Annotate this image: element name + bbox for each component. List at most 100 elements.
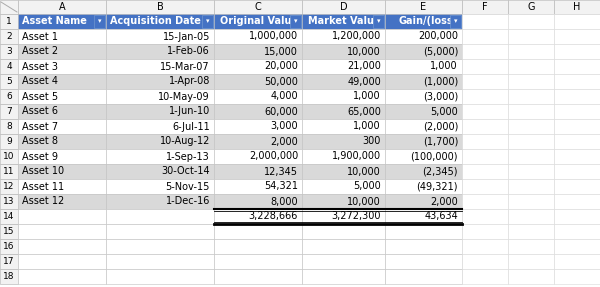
Bar <box>0 209 18 224</box>
Bar <box>18 44 106 59</box>
Text: Market Value: Market Value <box>308 16 381 26</box>
Bar <box>18 89 106 104</box>
Text: 1-Feb-06: 1-Feb-06 <box>167 46 210 57</box>
Bar <box>385 29 462 44</box>
Text: 2: 2 <box>6 32 12 41</box>
Text: (2,345): (2,345) <box>422 166 458 177</box>
Bar <box>290 15 301 28</box>
Text: 3,000: 3,000 <box>271 121 298 131</box>
Bar <box>462 14 508 29</box>
Bar <box>462 29 508 44</box>
Text: B: B <box>157 2 163 12</box>
Bar <box>18 29 106 44</box>
Bar <box>0 179 18 194</box>
Text: 6-Jul-11: 6-Jul-11 <box>172 121 210 131</box>
Bar <box>106 89 214 104</box>
Text: 17: 17 <box>3 257 15 266</box>
Bar <box>0 29 18 44</box>
Bar <box>302 44 385 59</box>
Bar <box>554 164 600 179</box>
Bar <box>302 164 385 179</box>
Text: ▾: ▾ <box>294 18 297 24</box>
Text: 7: 7 <box>6 107 12 116</box>
Text: Asset 5: Asset 5 <box>22 92 58 102</box>
Bar <box>214 209 302 224</box>
Bar <box>462 239 508 254</box>
Bar <box>214 104 302 119</box>
Text: ▾: ▾ <box>98 18 101 24</box>
Text: 21,000: 21,000 <box>347 61 381 71</box>
Bar <box>106 14 214 29</box>
Bar <box>214 59 302 74</box>
Bar <box>554 269 600 284</box>
Bar <box>106 269 214 284</box>
Bar <box>462 149 508 164</box>
Bar <box>106 194 214 209</box>
Bar <box>214 179 302 194</box>
Bar <box>462 74 508 89</box>
Text: Asset 7: Asset 7 <box>22 121 58 131</box>
Text: 1,900,000: 1,900,000 <box>332 152 381 162</box>
Bar <box>462 119 508 134</box>
Bar <box>385 44 462 59</box>
Bar <box>214 239 302 254</box>
Text: 10-Aug-12: 10-Aug-12 <box>160 137 210 146</box>
Text: ▾: ▾ <box>206 18 209 24</box>
Bar <box>106 239 214 254</box>
Bar <box>302 179 385 194</box>
Text: 16: 16 <box>3 242 15 251</box>
Bar <box>18 164 106 179</box>
Text: E: E <box>421 2 427 12</box>
Bar <box>214 254 302 269</box>
Bar <box>302 254 385 269</box>
Bar <box>0 149 18 164</box>
Text: H: H <box>574 2 581 12</box>
Bar <box>214 119 302 134</box>
Bar <box>106 0 214 14</box>
Bar <box>385 14 462 29</box>
Bar <box>0 44 18 59</box>
Text: 1,000: 1,000 <box>353 121 381 131</box>
Text: 54,321: 54,321 <box>264 181 298 191</box>
Bar <box>385 194 462 209</box>
Bar <box>385 89 462 104</box>
Text: 5: 5 <box>6 77 12 86</box>
Text: (1,700): (1,700) <box>422 137 458 146</box>
Text: 1-Jun-10: 1-Jun-10 <box>169 106 210 117</box>
Text: 2,000,000: 2,000,000 <box>249 152 298 162</box>
Text: (3,000): (3,000) <box>423 92 458 102</box>
Bar <box>106 44 214 59</box>
Bar <box>0 59 18 74</box>
Bar <box>554 119 600 134</box>
Bar <box>462 209 508 224</box>
Text: Asset 8: Asset 8 <box>22 137 58 146</box>
Bar <box>554 224 600 239</box>
Bar <box>554 149 600 164</box>
Text: 65,000: 65,000 <box>347 106 381 117</box>
Bar <box>0 254 18 269</box>
Text: G: G <box>527 2 535 12</box>
Bar <box>302 14 385 29</box>
Bar <box>554 59 600 74</box>
Bar <box>385 209 462 224</box>
Text: 12: 12 <box>4 182 14 191</box>
Bar <box>0 269 18 284</box>
Bar <box>18 254 106 269</box>
Text: 200,000: 200,000 <box>418 32 458 42</box>
Bar <box>106 254 214 269</box>
Text: 18: 18 <box>3 272 15 281</box>
Bar <box>214 149 302 164</box>
Bar <box>508 89 554 104</box>
Bar <box>508 0 554 14</box>
Text: 10: 10 <box>3 152 15 161</box>
Bar <box>462 254 508 269</box>
Text: 3,228,666: 3,228,666 <box>248 212 298 222</box>
Bar <box>18 269 106 284</box>
Bar <box>385 0 462 14</box>
Text: ▾: ▾ <box>377 18 380 24</box>
Bar <box>508 134 554 149</box>
Text: 20,000: 20,000 <box>264 61 298 71</box>
Bar <box>0 134 18 149</box>
Bar <box>508 209 554 224</box>
Bar <box>554 89 600 104</box>
